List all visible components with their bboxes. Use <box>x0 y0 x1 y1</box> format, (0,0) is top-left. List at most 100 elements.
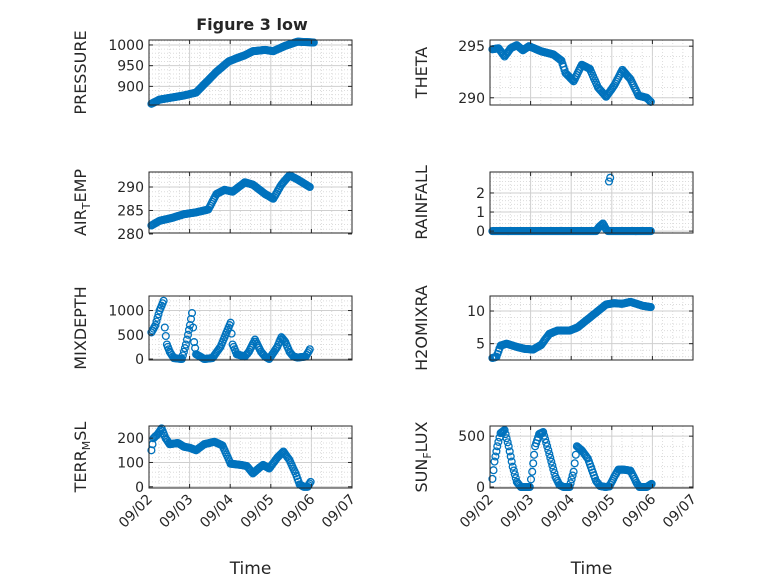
y-tick-label: 500 <box>117 328 144 344</box>
y-tick-label: 200 <box>117 431 144 447</box>
data-point <box>226 318 235 327</box>
series-markers <box>147 424 315 491</box>
data-point <box>490 457 499 466</box>
data-point <box>504 442 513 451</box>
data-point <box>548 461 557 470</box>
data-point <box>503 438 512 447</box>
x-axis-label: Time <box>570 559 613 579</box>
axes-box <box>148 171 353 234</box>
series-markers <box>488 41 655 106</box>
x-tick-label: 09/05 <box>579 492 619 532</box>
grid-lines <box>490 40 693 105</box>
data-point <box>542 438 551 447</box>
axes-box <box>489 39 694 106</box>
data-point <box>305 479 314 488</box>
data-point <box>525 482 534 492</box>
data-point <box>604 177 614 186</box>
grid-lines <box>149 172 352 233</box>
data-point <box>491 452 500 461</box>
data-point <box>492 447 501 456</box>
x-tick-label: 09/07 <box>319 492 359 532</box>
data-point <box>545 449 554 459</box>
data-point <box>494 437 503 446</box>
data-point <box>189 323 198 332</box>
data-point <box>565 482 574 492</box>
axes-box <box>489 171 694 234</box>
y-axis-label: TERRMSL <box>71 422 93 494</box>
data-point <box>190 338 199 347</box>
data-point <box>500 426 509 435</box>
axes-box <box>148 295 353 361</box>
data-point <box>186 314 196 324</box>
data-point <box>568 471 577 480</box>
x-tick-label: 09/05 <box>238 492 278 532</box>
data-point <box>161 331 170 341</box>
x-tick-label: 09/06 <box>278 491 318 531</box>
y-axis-label: AIRTEMP <box>71 169 93 236</box>
y-tick-label: 295 <box>458 39 485 55</box>
y-tick-label: 285 <box>117 203 144 219</box>
data-point <box>596 221 605 230</box>
x-tick-label: 09/04 <box>197 491 237 531</box>
y-axis-label: RAINFALL <box>412 165 431 240</box>
data-point <box>546 453 555 462</box>
y-tick-label: 0 <box>476 480 485 496</box>
y-tick-label: 5 <box>476 337 485 353</box>
data-point <box>541 435 550 444</box>
data-point <box>505 447 514 456</box>
subplot-8: 0 500 09/02 09/03 09/04 09/05 09/06 09/07 SUNFLU… <box>412 421 700 579</box>
data-point <box>571 450 580 459</box>
data-point <box>544 446 553 455</box>
y-tick-label: 290 <box>458 91 485 107</box>
data-point <box>569 467 578 476</box>
data-point <box>645 96 654 105</box>
data-point <box>539 428 548 437</box>
axes-box <box>489 425 694 489</box>
data-point <box>502 434 511 443</box>
subplot-6: 5 10 H2OMIXRA <box>412 285 694 371</box>
data-point <box>181 340 190 349</box>
grid-lines <box>490 172 693 233</box>
data-point <box>647 479 656 488</box>
subplot-7: 0 100 200 09/02 09/03 09/04 09/05 09/06 09/07 TER… <box>71 422 359 579</box>
y-tick-label: 0 <box>135 352 144 368</box>
x-axis-label: Time <box>229 559 272 579</box>
axes-box <box>489 295 694 361</box>
data-point <box>159 296 168 305</box>
data-point <box>511 474 520 483</box>
data-point <box>488 474 497 483</box>
data-point <box>309 38 318 47</box>
data-point <box>606 173 615 182</box>
data-point <box>506 452 515 461</box>
data-point <box>529 459 538 468</box>
data-point <box>526 475 536 484</box>
data-point <box>305 182 314 192</box>
data-point <box>549 465 558 474</box>
axes-box <box>148 39 353 106</box>
x-tick-label: 09/06 <box>619 491 659 531</box>
subplot-4: 0 1 2 RAINFALL <box>412 165 694 240</box>
data-point <box>644 95 653 104</box>
y-axis-label: SUNFLUX <box>412 421 434 492</box>
x-tick-label: 09/04 <box>538 491 578 531</box>
data-point <box>567 475 576 484</box>
data-point <box>508 462 517 471</box>
y-tick-label: 100 <box>117 455 144 471</box>
x-tick-label: 09/07 <box>660 492 700 532</box>
x-tick-label: 09/02 <box>116 492 156 532</box>
data-point <box>582 453 591 462</box>
x-tick-label: 09/03 <box>498 492 538 532</box>
series-markers <box>488 426 656 492</box>
data-point <box>184 325 194 334</box>
data-point <box>179 347 188 356</box>
data-point <box>183 330 193 339</box>
data-point <box>543 442 552 451</box>
y-tick-label: 2 <box>476 186 485 202</box>
y-axis-label: MIXDEPTH <box>71 286 90 369</box>
x-tick-label: 09/02 <box>457 492 497 532</box>
y-tick-label: 900 <box>117 79 144 95</box>
x-tick-label: 09/03 <box>157 492 197 532</box>
series-markers <box>488 297 655 363</box>
y-tick-label: 1000 <box>108 38 144 54</box>
data-point <box>570 459 579 468</box>
